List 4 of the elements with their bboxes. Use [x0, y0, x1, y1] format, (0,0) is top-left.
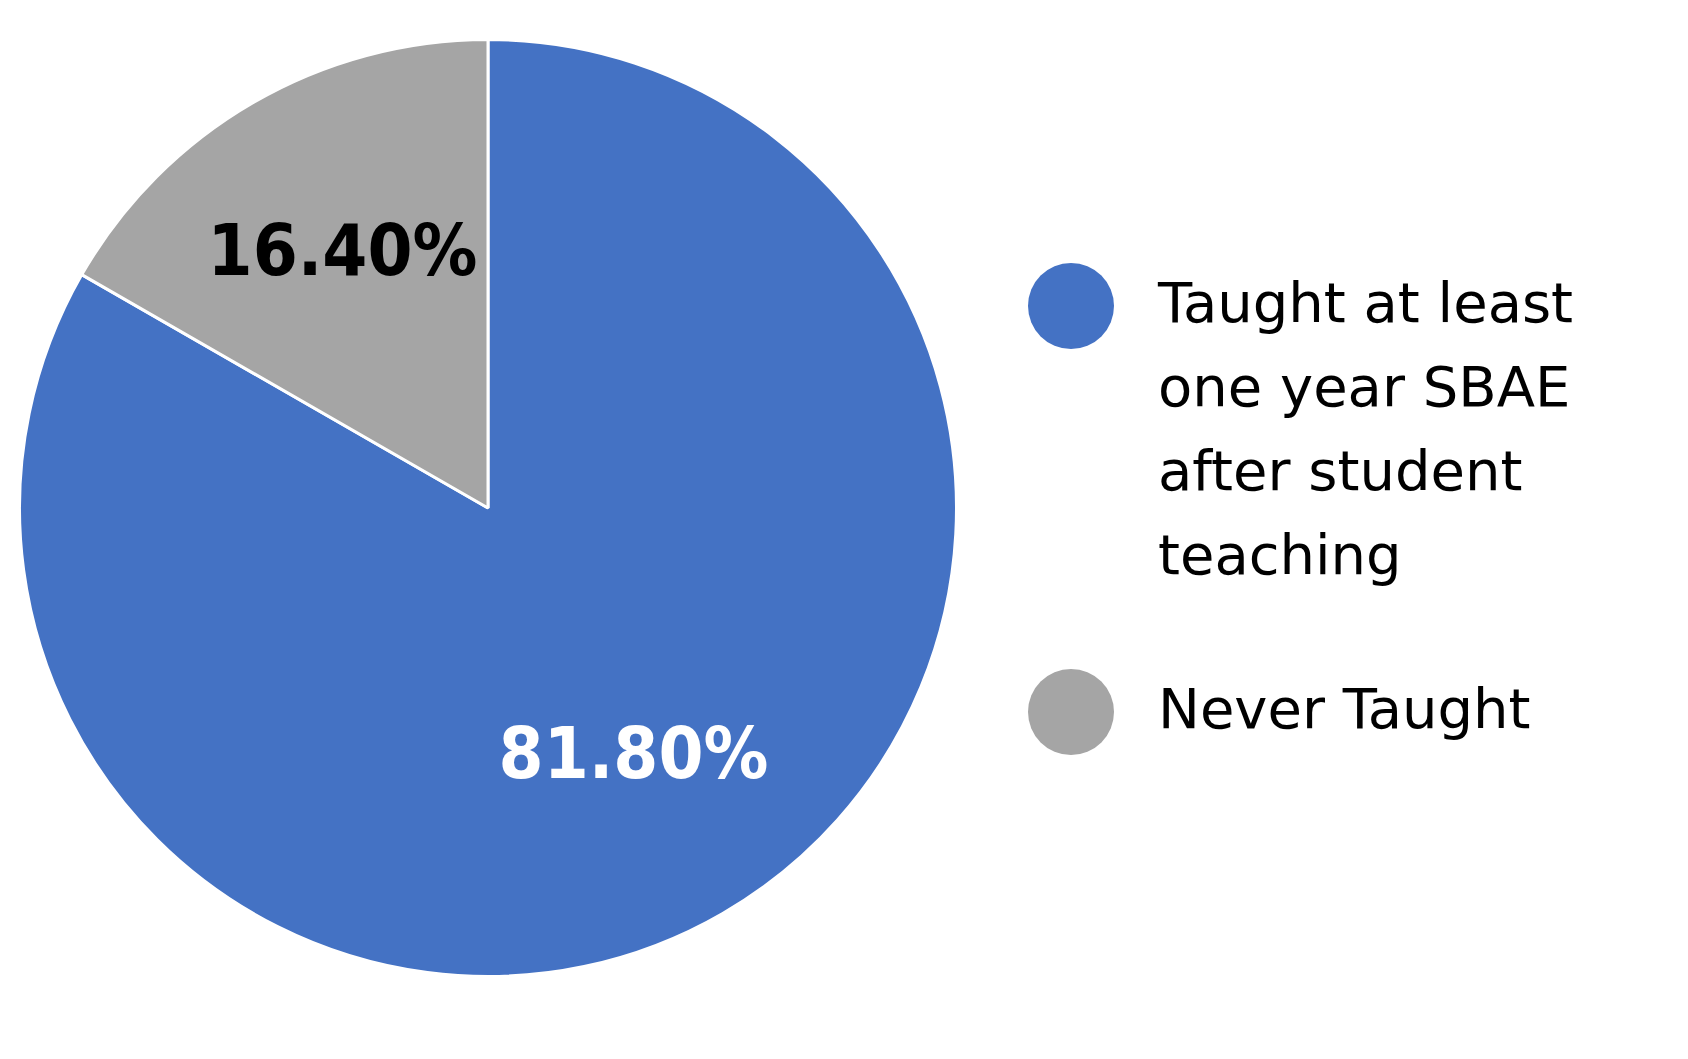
legend-label: Never Taught	[1158, 675, 1531, 743]
data-label: 16.40%	[207, 208, 478, 293]
data-label: 81.80%	[498, 711, 769, 796]
legend-label: Taught at least one year SBAE after student teaching	[1158, 269, 1575, 589]
